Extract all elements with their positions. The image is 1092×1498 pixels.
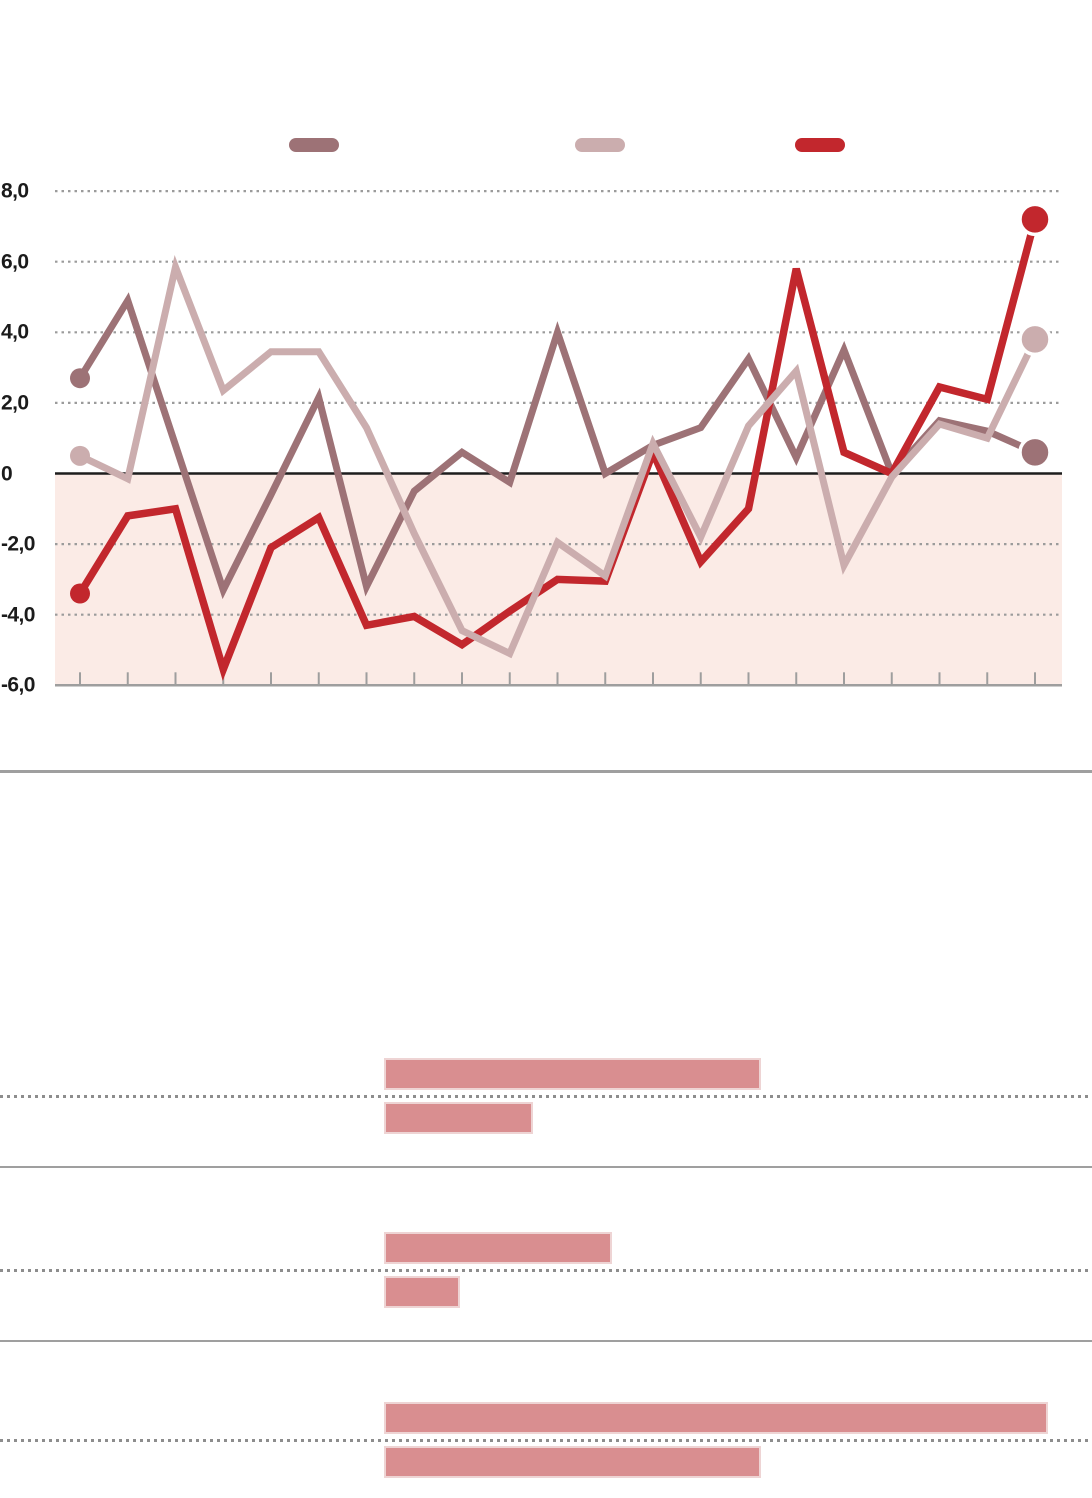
series-2-rose-end-dot — [1018, 322, 1052, 357]
legend-swatch-series-1 — [289, 138, 339, 152]
series-1-mauve-end-dot — [1018, 435, 1052, 470]
y-axis-label: 8,0 — [1, 179, 29, 203]
bar-section2-row1 — [384, 1232, 612, 1264]
bar-section3-row1 — [384, 1402, 1048, 1434]
series-2-rose-start-dot — [70, 445, 90, 466]
legend-swatch-series-3 — [795, 138, 845, 152]
legend-swatch-series-2 — [575, 138, 625, 152]
dotted-separator-section3 — [0, 1439, 1092, 1442]
series-1-mauve-line — [76, 292, 1039, 600]
series-2-rose-line — [76, 254, 1039, 659]
y-axis-label: 4,0 — [1, 320, 29, 344]
y-axis-label: 2,0 — [1, 391, 29, 415]
dotted-separator-section2 — [0, 1269, 1092, 1272]
y-axis-label: 0 — [1, 462, 13, 485]
series-3-red-line — [76, 215, 1039, 681]
section-divider-2 — [0, 1340, 1092, 1342]
y-axis-label: -6,0 — [1, 673, 35, 697]
top-section-divider — [0, 770, 1092, 773]
y-axis-label: -2,0 — [1, 532, 35, 556]
bar-section2-row2 — [384, 1276, 460, 1308]
y-axis-label: -4,0 — [1, 603, 35, 627]
bar-section1-row1 — [384, 1058, 761, 1090]
bar-section1-row2 — [384, 1102, 533, 1134]
y-axis-label: 6,0 — [1, 250, 29, 274]
dotted-separator-section1 — [0, 1095, 1092, 1098]
series-3-red-start-dot — [70, 583, 90, 604]
section-divider-1 — [0, 1166, 1092, 1168]
line-chart — [55, 190, 1062, 687]
bar-section3-row2 — [384, 1446, 761, 1478]
series-1-mauve-start-dot — [70, 368, 90, 389]
series-3-red-end-dot — [1018, 202, 1052, 237]
